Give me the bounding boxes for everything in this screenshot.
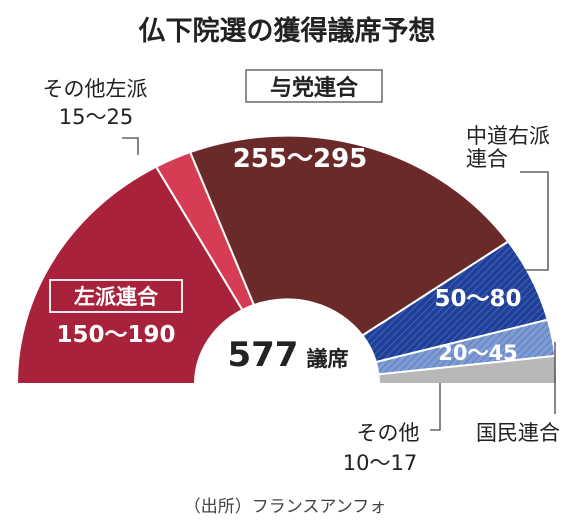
others-label: その他 — [357, 421, 420, 445]
center-right-label-line1: 中道右派 — [466, 124, 550, 148]
segment-others — [377, 354, 559, 385]
total-seats-unit: 議席 — [307, 347, 349, 371]
total-seats: 577 議席 — [227, 335, 348, 375]
chart-title: 仏下院選の獲得議席予想 — [139, 15, 436, 47]
other-left-range: 15〜25 — [59, 105, 133, 129]
left-alliance-label: 左派連合 — [74, 285, 159, 309]
segment-left-alliance — [15, 165, 244, 385]
leader-lines — [122, 137, 556, 431]
others-range: 10〜17 — [343, 451, 417, 475]
center-right-label-line2: 連合 — [466, 147, 508, 171]
source-note: （出所）フランスアンフォ — [184, 497, 386, 517]
other-left-label: その他左派 — [43, 77, 148, 101]
ruling-coalition-label-box — [245, 69, 383, 103]
seat-segments — [15, 134, 559, 385]
leader-other-left — [122, 137, 139, 155]
national-rally-label: 国民連合 — [476, 421, 560, 445]
total-seats-number: 577 — [227, 335, 298, 375]
national-rally-range: 20〜45 — [438, 341, 517, 365]
segment-ruling-coalition — [188, 134, 510, 337]
center-right-range: 50〜80 — [434, 286, 521, 312]
left-alliance-label-box — [49, 279, 183, 313]
left-alliance-range: 150〜190 — [56, 322, 175, 348]
ruling-coalition-label: 与党連合 — [270, 75, 359, 101]
ruling-coalition-range: 255〜295 — [233, 144, 368, 174]
leader-center-right — [520, 171, 549, 271]
leader-others — [430, 383, 441, 431]
